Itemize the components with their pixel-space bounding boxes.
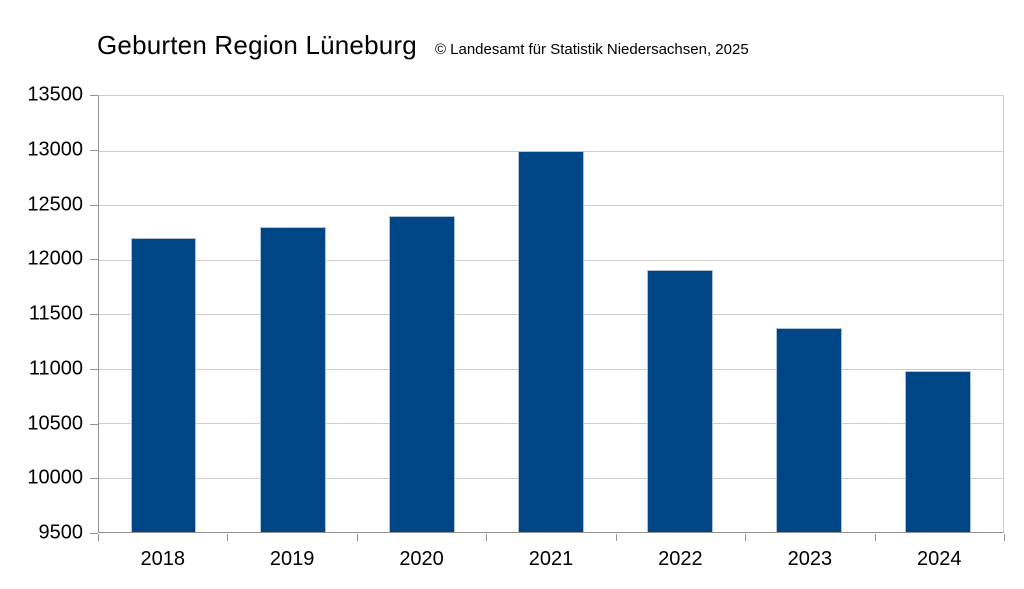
x-axis-label-2023: 2023 (787, 548, 833, 570)
y-axis-label-12500: 12500 (27, 193, 83, 216)
x-axis-tick-3 (486, 534, 488, 541)
plot-area (98, 95, 1004, 533)
y-axis-label-10000: 10000 (27, 466, 83, 489)
x-axis-tick-0 (98, 534, 99, 541)
y-axis: 9500 10000 10500 11000 11500 12000 12500 13000 1… (0, 85, 98, 543)
x-axis-label-2018: 2018 (140, 548, 185, 570)
y-axis-label-9500: 9500 (38, 521, 84, 544)
x-axis-tick-2 (356, 534, 358, 541)
x-axis-label-2019: 2019 (269, 548, 315, 570)
y-axis-tick-13000 (90, 149, 98, 151)
chart-header: Geburten Region Lüneburg © Landesamt für… (97, 30, 749, 61)
y-axis-tick-9500 (90, 533, 98, 534)
x-axis-tick-6 (874, 534, 876, 541)
y-axis-label-10500: 10500 (27, 412, 83, 435)
y-axis-tick-11500 (90, 314, 98, 315)
y-axis-tick-11000 (90, 368, 98, 370)
bar-2024 (905, 370, 972, 532)
y-axis-tick-13500 (90, 95, 98, 96)
y-axis-label-13000: 13000 (27, 138, 83, 161)
bar-2019 (259, 226, 326, 532)
x-axis-tick-7 (1004, 534, 1005, 541)
chart-subtitle: © Landesamt für Statistik Niedersachsen,… (434, 41, 749, 58)
x-axis-label-2024: 2024 (917, 548, 962, 570)
y-axis-tick-12500 (90, 204, 98, 206)
y-axis-label-11500: 11500 (28, 302, 83, 325)
bar-2020 (388, 215, 455, 532)
y-axis-label-12000: 12000 (27, 247, 83, 270)
bar-2021 (518, 150, 584, 532)
x-axis: 2018 2019 2020 2021 2022 2023 2024 (98, 534, 1005, 589)
y-axis-tick-10500 (90, 423, 98, 425)
y-axis-label-13500: 13500 (27, 83, 83, 106)
y-axis-label-11000: 11000 (28, 357, 83, 380)
bar-2023 (776, 328, 843, 532)
chart-title: Geburten Region Lüneburg (97, 30, 417, 60)
y-axis-tick-10000 (90, 478, 98, 480)
x-axis-label-2021: 2021 (528, 548, 574, 570)
x-axis-label-2022: 2022 (658, 548, 703, 570)
x-axis-label-2020: 2020 (399, 548, 444, 570)
bar-2018 (130, 237, 197, 532)
x-axis-tick-1 (227, 534, 229, 541)
bar-2022 (647, 270, 714, 532)
x-axis-tick-5 (745, 534, 747, 541)
x-axis-tick-4 (615, 534, 617, 541)
y-axis-tick-12000 (90, 259, 98, 261)
